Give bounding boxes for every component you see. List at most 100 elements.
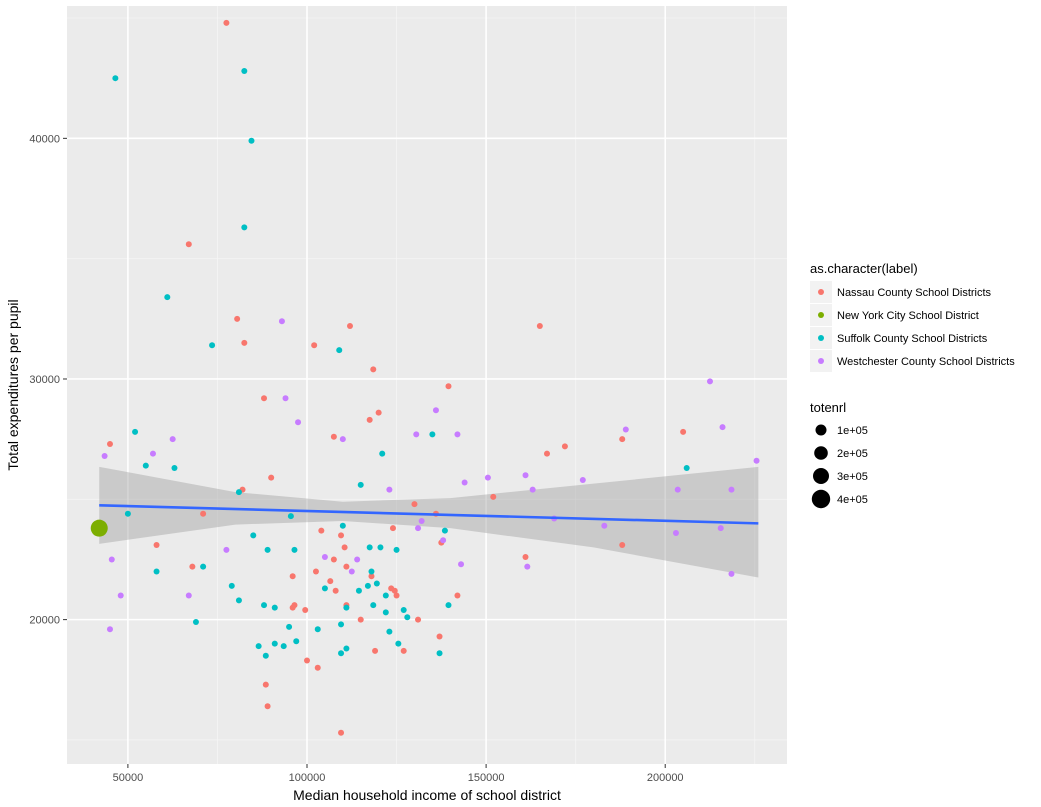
data-point: [370, 366, 377, 373]
data-point: [622, 426, 629, 433]
data-point: [278, 318, 285, 325]
data-point: [372, 647, 379, 654]
trend-line-layer: [99, 504, 759, 525]
data-point: [441, 527, 448, 534]
data-point: [400, 647, 407, 654]
data-point: [674, 486, 681, 493]
data-point: [683, 465, 690, 472]
data-point: [706, 378, 713, 385]
data-point: [262, 652, 269, 659]
data-point: [370, 602, 377, 609]
data-point: [338, 650, 345, 657]
data-point: [101, 452, 108, 459]
data-point: [341, 544, 348, 551]
data-point: [415, 525, 422, 532]
data-point: [241, 339, 248, 346]
y-axis-ticks: 20000 30000 40000: [29, 133, 67, 627]
data-point: [366, 416, 373, 423]
data-point: [153, 542, 160, 549]
y-tick-label: 30000: [29, 374, 60, 386]
data-point: [454, 431, 461, 438]
data-point: [579, 477, 586, 484]
data-point: [318, 527, 325, 534]
data-point: [544, 450, 550, 457]
size-legend-label: 2e+05: [837, 448, 868, 460]
data-point: [393, 546, 400, 553]
data-point: [90, 519, 108, 537]
data-point: [321, 585, 328, 592]
data-point: [357, 616, 364, 623]
legend-swatch: [818, 312, 824, 318]
data-point: [348, 568, 355, 575]
data-point: [112, 75, 119, 82]
data-point: [619, 436, 626, 443]
size-legend-label: 1e+05: [837, 425, 868, 437]
data-point: [235, 489, 242, 496]
data-point: [321, 554, 328, 561]
data-point: [413, 431, 420, 438]
data-point: [522, 554, 529, 561]
data-point: [264, 703, 271, 710]
data-point: [108, 556, 115, 563]
data-point: [364, 582, 371, 589]
data-point: [223, 19, 230, 26]
data-point: [142, 462, 149, 469]
data-point: [373, 580, 380, 587]
data-point: [561, 443, 568, 450]
y-tick-label: 40000: [29, 133, 60, 145]
data-point: [264, 546, 271, 553]
legend-swatch: [818, 335, 824, 341]
data-point: [314, 664, 321, 671]
data-point: [411, 501, 418, 508]
data-point: [327, 578, 334, 585]
data-point: [619, 542, 626, 549]
minor-gridlines: [67, 6, 787, 764]
confidence-ribbon: [99, 466, 759, 578]
x-axis-title: Median household income of school distri…: [293, 787, 561, 803]
data-point: [368, 573, 375, 580]
data-point: [209, 342, 216, 349]
data-point: [601, 522, 608, 529]
data-point: [400, 606, 407, 613]
data-point: [389, 525, 396, 532]
data-point: [343, 563, 350, 570]
data-point: [289, 604, 296, 611]
data-point: [106, 626, 113, 633]
data-point: [330, 556, 337, 563]
data-point: [223, 546, 230, 553]
data-point: [189, 563, 196, 570]
size-legend-dot: [813, 468, 829, 484]
data-point: [255, 643, 262, 650]
data-point: [454, 592, 461, 599]
data-point: [415, 616, 422, 623]
data-point: [368, 568, 375, 575]
color-legend-title: as.character(label): [810, 261, 918, 276]
data-point: [248, 137, 255, 144]
data-point: [386, 486, 393, 493]
data-points-layer: [90, 19, 760, 736]
data-point: [261, 602, 268, 609]
data-point: [379, 450, 386, 457]
data-point: [753, 457, 760, 464]
data-point: [185, 241, 192, 248]
legend-label: Westchester County School Districts: [837, 356, 1015, 368]
x-tick-label: 50000: [113, 772, 144, 784]
data-point: [280, 643, 287, 650]
data-point: [271, 640, 278, 647]
data-point: [311, 342, 318, 349]
data-point: [336, 347, 343, 354]
data-point: [382, 592, 389, 599]
data-point: [524, 563, 531, 570]
data-point: [436, 650, 443, 657]
data-point: [680, 428, 687, 435]
confidence-ribbon-layer: [99, 466, 759, 578]
data-point: [338, 621, 345, 628]
data-point: [339, 522, 346, 529]
data-point: [164, 294, 171, 301]
data-point: [302, 606, 309, 613]
data-point: [391, 587, 398, 594]
x-axis-ticks: 50000 100000 150000 200000: [113, 764, 684, 784]
data-point: [382, 609, 389, 616]
data-point: [289, 573, 296, 580]
